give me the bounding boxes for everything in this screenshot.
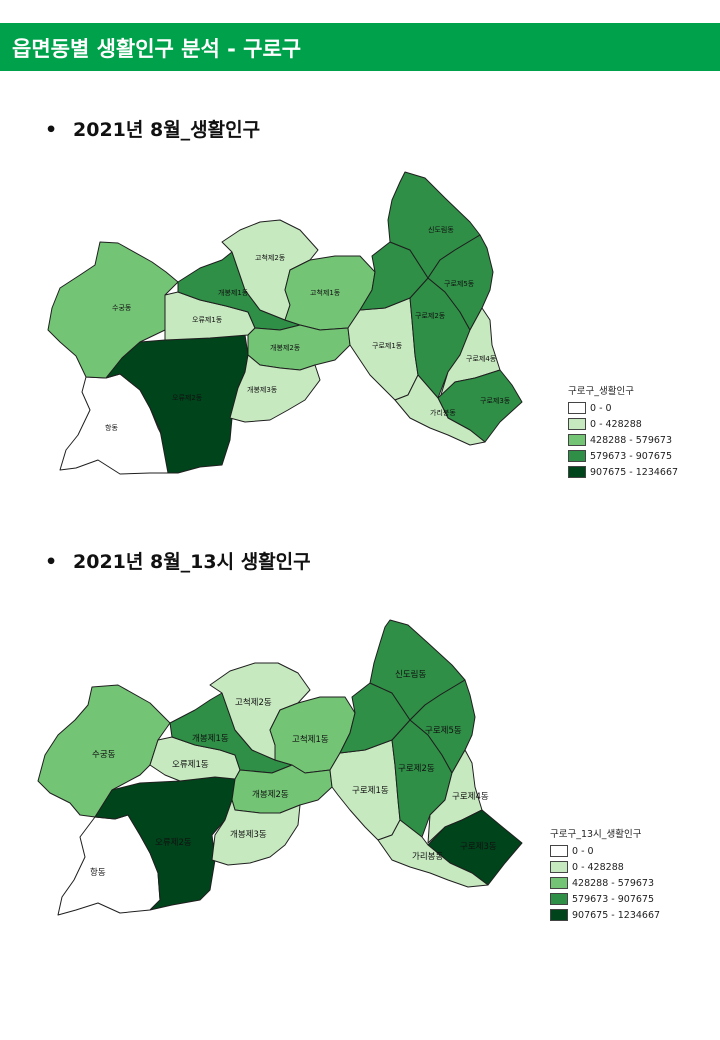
label-guro2: 구로제2동	[415, 312, 446, 320]
region-guro5[interactable]	[427, 234, 494, 331]
label-guro5: 구로제5동	[444, 280, 475, 288]
label-garibong: 가리봉동	[430, 408, 456, 417]
section-title-2-text: 2021년 8월_13시 생활인구	[73, 551, 311, 573]
region-gaebong3[interactable]	[211, 799, 301, 866]
legend-swatch	[568, 466, 586, 478]
label-gaebong3: 개봉제3동	[230, 829, 267, 840]
label-guro1: 구로제1동	[352, 786, 389, 796]
label-gaebong3: 개봉제3동	[247, 385, 278, 394]
legend-label: 428288 - 579673	[590, 434, 672, 446]
legend-swatch	[550, 893, 568, 905]
legend-swatch	[568, 450, 586, 462]
legend-swatch	[568, 402, 586, 414]
bullet-icon: •	[45, 119, 58, 141]
region-garibong[interactable]	[394, 374, 486, 446]
legend-item: 0 - 428288	[550, 859, 660, 875]
section-title-1: • 2021년 8월_생활인구	[45, 115, 260, 142]
label-sindorim: 신도림동	[428, 225, 454, 234]
label-guro3: 구로제3동	[460, 842, 497, 852]
region-gaebong2[interactable]	[231, 764, 333, 814]
legend-item: 0 - 0	[568, 400, 678, 416]
legend-label: 0 - 428288	[572, 861, 624, 873]
label-guro3: 구로제3동	[480, 397, 511, 405]
label-gocheok2: 고척제2동	[255, 254, 286, 262]
legend-label: 907675 - 1234667	[590, 466, 679, 478]
legend-item: 579673 - 907675	[550, 891, 660, 907]
region-garibong[interactable]	[377, 819, 489, 888]
legend-label: 579673 - 907675	[590, 450, 672, 462]
label-guro4: 구로제4동	[452, 792, 489, 802]
legend-item: 907675 - 1234667	[550, 907, 660, 923]
legend-label: 579673 - 907675	[572, 893, 654, 905]
label-gaebong1: 개봉제1동	[218, 288, 249, 297]
label-gaebong2: 개봉제2동	[252, 789, 289, 800]
legend-title: 구로구_13시_생활인구	[550, 829, 642, 840]
legend-item: 0 - 0	[550, 843, 660, 859]
label-gocheok2: 고척제2동	[235, 698, 272, 708]
label-sugung: 수궁동	[92, 750, 116, 760]
legend-label: 428288 - 579673	[572, 877, 654, 889]
region-oryu2[interactable]	[105, 334, 249, 474]
label-sindorim: 신도림동	[395, 669, 426, 680]
label-guro5: 구로제5동	[425, 726, 462, 736]
section-title-2: • 2021년 8월_13시 생활인구	[45, 547, 311, 574]
legend-swatch	[550, 861, 568, 873]
label-guro2: 구로제2동	[398, 764, 435, 774]
map-legend-2: 구로구_13시_생활인구 0 - 0 0 - 428288 428288 - 5…	[550, 826, 660, 923]
choropleth-map-2: 신도림동 고척제2동 고척제1동 개봉제1동 수궁동 오류제1동 개봉제2동 개…	[37, 619, 523, 916]
legend-label: 0 - 0	[590, 402, 612, 414]
map-legend-1: 구로구_생활인구 0 - 0 0 - 428288 428288 - 57967…	[568, 383, 678, 480]
legend-title: 구로구_생활인구	[568, 386, 634, 397]
legend-item: 579673 - 907675	[568, 448, 678, 464]
legend-swatch	[568, 434, 586, 446]
legend-swatch	[568, 418, 586, 430]
label-gaebong1: 개봉제1동	[192, 733, 229, 744]
section-title-1-text: 2021년 8월_생활인구	[73, 119, 261, 141]
label-oryu2: 오류제2동	[172, 394, 203, 402]
legend-item: 907675 - 1234667	[568, 464, 678, 480]
label-oryu1: 오류제1동	[192, 316, 223, 324]
label-gaebong2: 개봉제2동	[270, 343, 301, 352]
label-gocheok1: 고척제1동	[292, 735, 329, 745]
region-guro5[interactable]	[409, 679, 476, 774]
legend-label: 907675 - 1234667	[572, 909, 661, 921]
legend-swatch	[550, 909, 568, 921]
bullet-icon: •	[45, 551, 58, 573]
header-bar: 읍면동별 생활인구 분석 - 구로구	[0, 23, 720, 71]
legend-label: 0 - 0	[572, 845, 594, 857]
legend-item: 428288 - 579673	[550, 875, 660, 891]
legend-item: 0 - 428288	[568, 416, 678, 432]
label-guro4: 구로제4동	[466, 355, 497, 363]
label-gocheok1: 고척제1동	[310, 289, 341, 297]
legend-label: 0 - 428288	[590, 418, 642, 430]
label-garibong: 가리봉동	[412, 852, 443, 862]
legend-swatch	[550, 845, 568, 857]
label-hang: 항동	[105, 423, 118, 432]
label-sugung: 수궁동	[112, 304, 132, 312]
choropleth-map-1: 신도림동 고척제2동 고척제1동 개봉제1동 수궁동 오류제1동 개봉제2동 개…	[47, 171, 523, 475]
legend-swatch	[550, 877, 568, 889]
label-hang: 항동	[90, 868, 106, 878]
region-gaebong3[interactable]	[229, 354, 321, 423]
legend-item: 428288 - 579673	[568, 432, 678, 448]
page-title: 읍면동별 생활인구 분석 - 구로구	[12, 37, 302, 61]
label-oryu2: 오류제2동	[155, 838, 192, 848]
label-oryu1: 오류제1동	[172, 760, 209, 770]
label-guro1: 구로제1동	[372, 342, 403, 350]
